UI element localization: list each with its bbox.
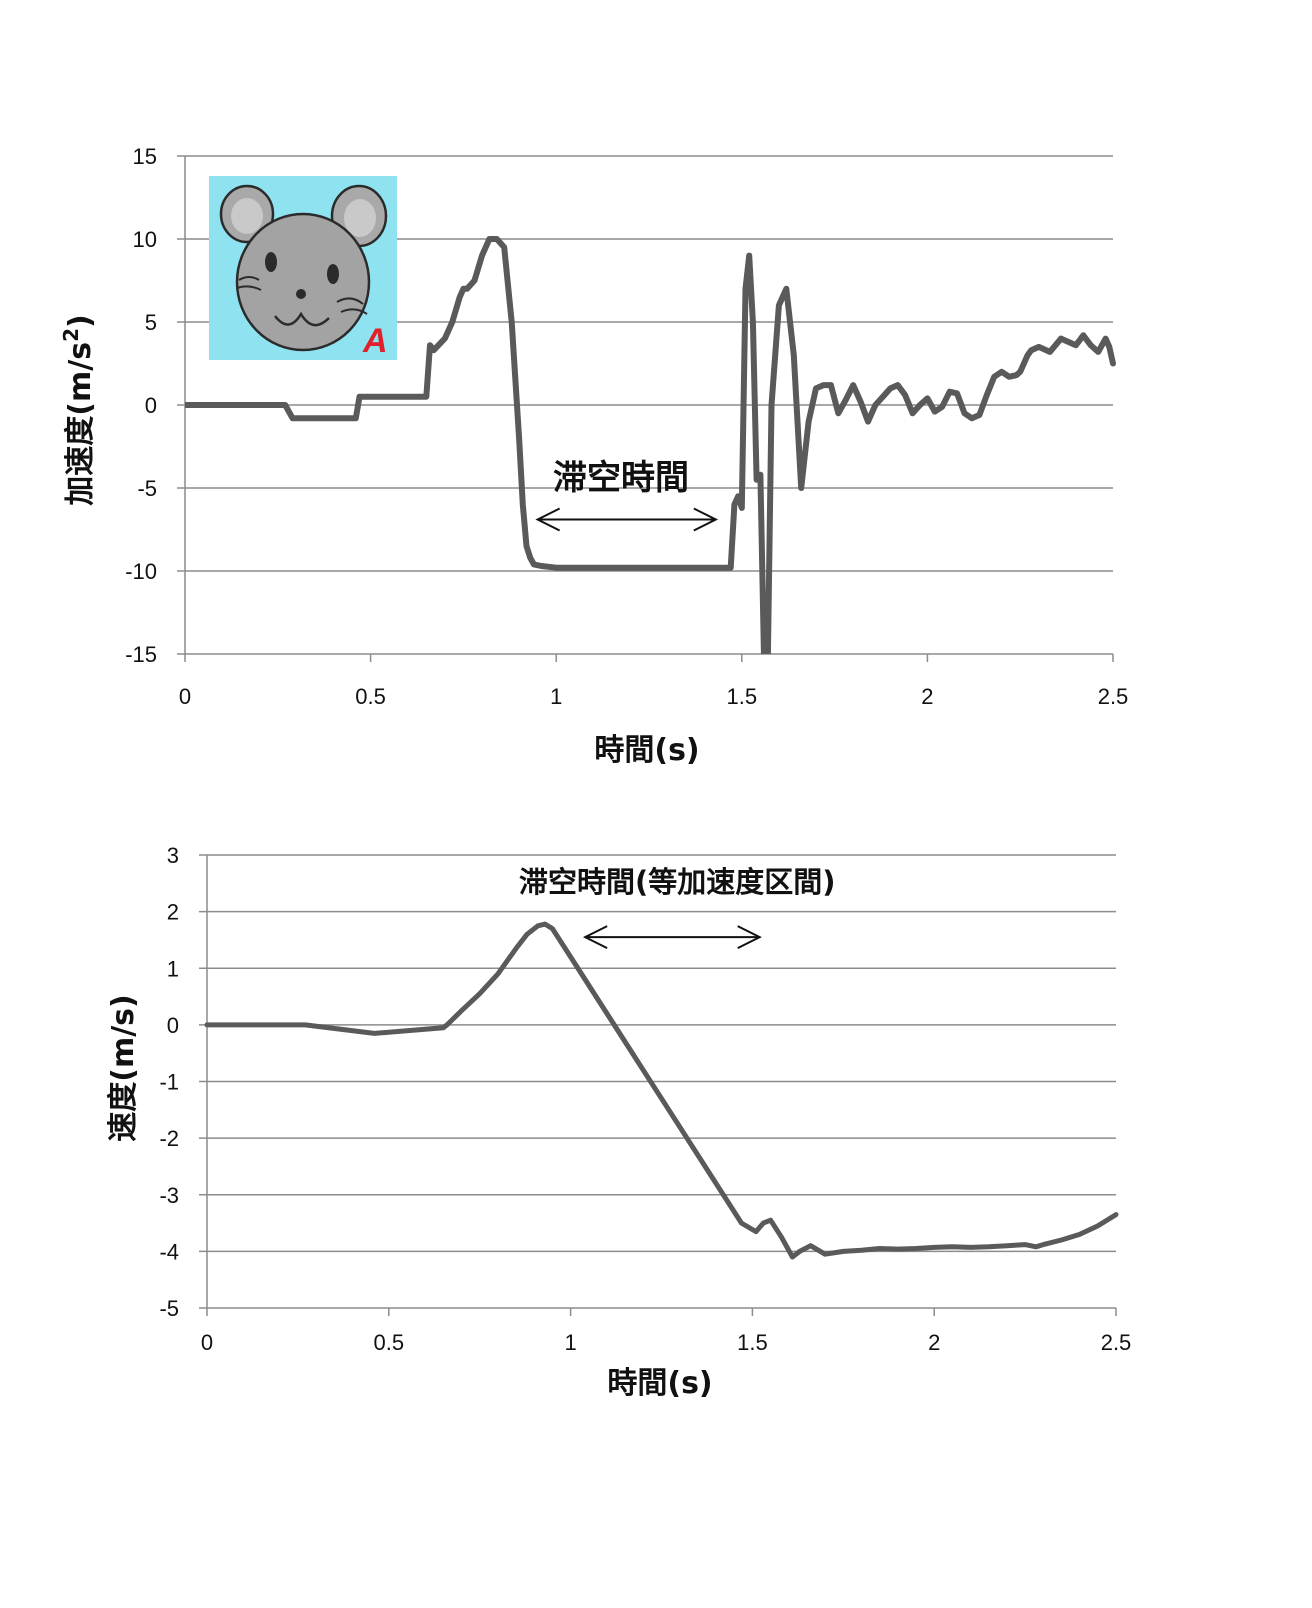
y-tick-label: -2 — [159, 1126, 179, 1151]
x-tick-label: 0 — [179, 684, 191, 709]
velocity-y-axis-title: 速度(m/s) — [106, 994, 141, 1142]
acceleration-annotation-label: 滞空時間 — [553, 458, 689, 498]
y-tick-label: 1 — [167, 956, 179, 981]
x-tick-label: 1 — [550, 684, 562, 709]
arrow-head-right — [693, 507, 719, 532]
y-tick-label: 0 — [145, 393, 157, 418]
x-tick-label: 2 — [921, 684, 933, 709]
x-tick-label: 2.5 — [1101, 1330, 1132, 1355]
x-tick-label: 1.5 — [737, 1330, 768, 1355]
y-tick-label: -3 — [159, 1183, 179, 1208]
x-tick-label: 1.5 — [727, 684, 758, 709]
y-tick-label: -5 — [137, 476, 157, 501]
acceleration-x-axis-title: 時間(s) — [594, 733, 699, 768]
acceleration-x-tick-labels: 0 0.5 1 1.5 2 2.5 — [179, 684, 1128, 709]
x-tick-label: 0.5 — [355, 684, 386, 709]
velocity-gridlines — [207, 854, 1116, 1253]
inset-letter: A — [362, 322, 388, 360]
x-tick-label: 0 — [201, 1330, 213, 1355]
x-tick-label: 1 — [564, 1330, 576, 1355]
velocity-y-tick-labels: 3 2 1 0 -1 -2 -3 -4 -5 — [159, 843, 179, 1321]
acceleration-y-axis-title-end: ) — [63, 314, 98, 328]
arrow-head-left — [582, 925, 608, 950]
y-tick-label: 2 — [167, 900, 179, 925]
y-tick-label: 3 — [167, 843, 179, 868]
x-tick-label: 2.5 — [1098, 684, 1129, 709]
y-tick-label: -1 — [159, 1070, 179, 1095]
y-tick-label: -15 — [125, 642, 157, 667]
velocity-annotation-label: 滞空時間(等加速度区間) — [519, 865, 836, 899]
mouse-face-icon: A — [209, 176, 397, 360]
arrow-head-left — [535, 507, 561, 532]
x-tick-label: 2 — [928, 1330, 940, 1355]
acceleration-y-axis-title: 加速度(m/s2) — [59, 314, 98, 505]
x-tick-label: 0.5 — [374, 1330, 405, 1355]
acceleration-annotation-arrow — [535, 507, 719, 532]
y-tick-label: 10 — [133, 227, 157, 252]
y-tick-label: 15 — [133, 144, 157, 169]
acceleration-y-axis-title-superscript: 2 — [59, 328, 83, 342]
velocity-chart: 3 2 1 0 -1 -2 -3 -4 -5 0 0.5 1 1.5 2 2.5 滞空時間(等加速度区間)… — [106, 843, 1131, 1401]
acceleration-chart: 15 10 5 0 -5 -10 -15 0 0.5 1 1.5 2 2.5 A 滞空時間 時間(s)… — [59, 144, 1128, 768]
arrow-head-right — [737, 925, 762, 950]
acceleration-y-tick-labels: 15 10 5 0 -5 -10 -15 — [125, 144, 157, 667]
acceleration-series-line — [185, 236, 1116, 654]
velocity-annotation-arrow — [582, 925, 762, 950]
y-tick-label: -10 — [125, 559, 157, 584]
velocity-axes — [199, 854, 1117, 1316]
velocity-x-tick-labels: 0 0.5 1 1.5 2 2.5 — [201, 1330, 1131, 1355]
y-tick-label: 0 — [167, 1013, 179, 1038]
velocity-series-line — [204, 921, 1119, 1260]
velocity-x-axis-title: 時間(s) — [607, 1366, 712, 1401]
acceleration-y-axis-title-main: 加速度(m/s — [63, 342, 98, 506]
y-tick-label: -5 — [159, 1296, 179, 1321]
y-tick-label: 5 — [145, 310, 157, 335]
y-tick-label: -4 — [159, 1239, 179, 1264]
